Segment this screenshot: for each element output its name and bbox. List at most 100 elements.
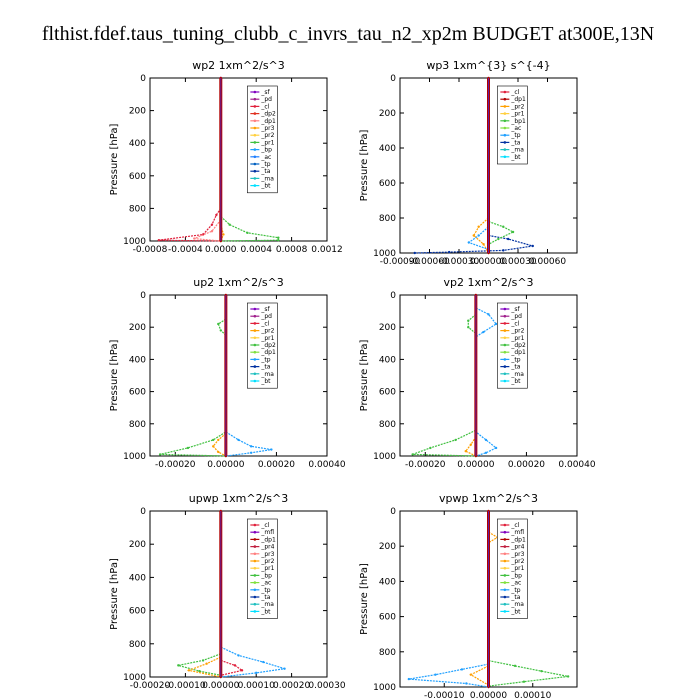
legend-marker [503, 545, 507, 548]
plot-frame [149, 294, 328, 457]
data-point [277, 236, 280, 239]
y-tick-label: 1000 [373, 683, 396, 693]
data-point [198, 669, 201, 673]
legend-marker [253, 314, 257, 318]
chart-title: wp3 1xm^{3} s^{-4} [426, 59, 550, 72]
legend-label: _sf [260, 89, 270, 96]
y-tick-label: 0 [140, 507, 146, 517]
legend-label: _bp [260, 572, 272, 579]
chart-panel: vpwp 1xm^2/s^3 Pressure [hPa] 0 200 400 600 80… [359, 492, 578, 700]
series-line [158, 208, 222, 242]
data-point [497, 237, 500, 241]
data-point [262, 660, 265, 664]
legend-marker [503, 538, 507, 541]
data-point [407, 677, 411, 681]
legend-marker [253, 365, 257, 368]
legend-marker [253, 97, 257, 101]
y-tick-label: 800 [129, 640, 146, 650]
data-point [222, 233, 225, 236]
y-tick-label: 400 [379, 577, 396, 587]
legend-label: _pr2 [260, 132, 274, 139]
plot-frame [149, 510, 328, 678]
y-tick-label: 200 [379, 323, 396, 333]
series-line [414, 234, 533, 254]
series-line [159, 318, 227, 457]
legend-label: _cl [510, 522, 519, 529]
y-axis-label: Pressure [hPa] [359, 563, 370, 635]
legend-marker [253, 372, 257, 376]
y-axis-label: Pressure [hPa] [109, 558, 120, 630]
legend-label: _ta [510, 139, 520, 146]
legend-marker [253, 162, 257, 166]
y-tick-label: 0 [140, 291, 146, 301]
data-point [237, 654, 240, 657]
legend-marker [253, 588, 257, 592]
y-tick-label: 800 [379, 420, 396, 430]
x-tick-label: 0.00020 [273, 681, 310, 691]
x-tick-label: 0.0012 [311, 245, 343, 255]
data-point [502, 249, 505, 252]
y-tick-label: 800 [379, 648, 396, 658]
data-point [506, 237, 510, 241]
chart-panel: upwp 1xm^2/s^3 Pressure [hPa] 0 200 400 600 80… [109, 492, 346, 691]
legend-label: _ma [260, 175, 274, 182]
legend-marker [253, 184, 257, 187]
data-point [255, 671, 258, 675]
legend-marker [253, 523, 257, 527]
y-tick-label: 400 [379, 355, 396, 365]
y-tick-label: 800 [129, 420, 146, 430]
y-tick-label: 0 [390, 291, 396, 301]
data-point [469, 673, 472, 676]
legend-label: _sf [260, 306, 270, 313]
legend-label: _ac [260, 154, 271, 161]
legend-label: _pr2 [260, 558, 274, 565]
y-tick-label: 0 [390, 74, 396, 84]
data-point [511, 230, 515, 234]
legend-label: _pr1 [260, 139, 274, 146]
legend-label: _ta [260, 364, 270, 371]
legend-marker [503, 105, 507, 108]
legend-label: _ac [510, 125, 521, 132]
x-tick-label: -0.00090 [380, 257, 421, 267]
y-tick-label: 800 [379, 214, 396, 224]
legend-label: _ma [260, 371, 274, 378]
legend-marker [503, 595, 507, 599]
series-line [178, 653, 222, 676]
legend-marker [253, 530, 257, 534]
figure-title: flthist.fdef.taus_tuning_clubb_c_invrs_t… [42, 23, 654, 45]
legend-label: _dp1 [510, 96, 526, 103]
legend-marker [503, 119, 507, 123]
y-tick-label: 1000 [373, 249, 396, 259]
legend-marker [503, 379, 507, 383]
legend-label: _pr2 [510, 558, 524, 565]
series-line [220, 216, 279, 242]
series-line [473, 217, 490, 254]
data-point [477, 225, 480, 228]
data-point [215, 213, 218, 217]
data-point [277, 238, 280, 242]
legend-label: _pr1 [260, 335, 274, 342]
legend-marker [253, 574, 257, 577]
y-tick-label: 0 [390, 507, 396, 517]
legend-box [247, 85, 278, 194]
y-tick-label: 600 [129, 607, 146, 617]
legend-label: _mfl [510, 529, 524, 536]
y-tick-label: 1000 [373, 452, 396, 462]
x-tick-label: 0.00060 [529, 257, 566, 267]
legend-marker [253, 566, 257, 570]
legend-marker [253, 177, 257, 180]
legend-label: _tp [260, 356, 270, 363]
data-point [217, 450, 220, 454]
data-point [482, 330, 485, 334]
x-tick-label: -0.00020 [405, 460, 446, 470]
legend-marker [503, 148, 507, 151]
x-tick-label: -0.00010 [424, 691, 465, 700]
legend-marker [253, 552, 257, 556]
legend-marker [253, 559, 257, 563]
x-tick-label: -0.00060 [409, 257, 450, 267]
legend-label: _pr1 [260, 565, 274, 572]
legend-marker [503, 530, 507, 534]
y-tick-label: 600 [129, 172, 146, 182]
chart-title: vp2 1xm^2/s^3 [443, 276, 533, 289]
data-point [467, 319, 470, 322]
